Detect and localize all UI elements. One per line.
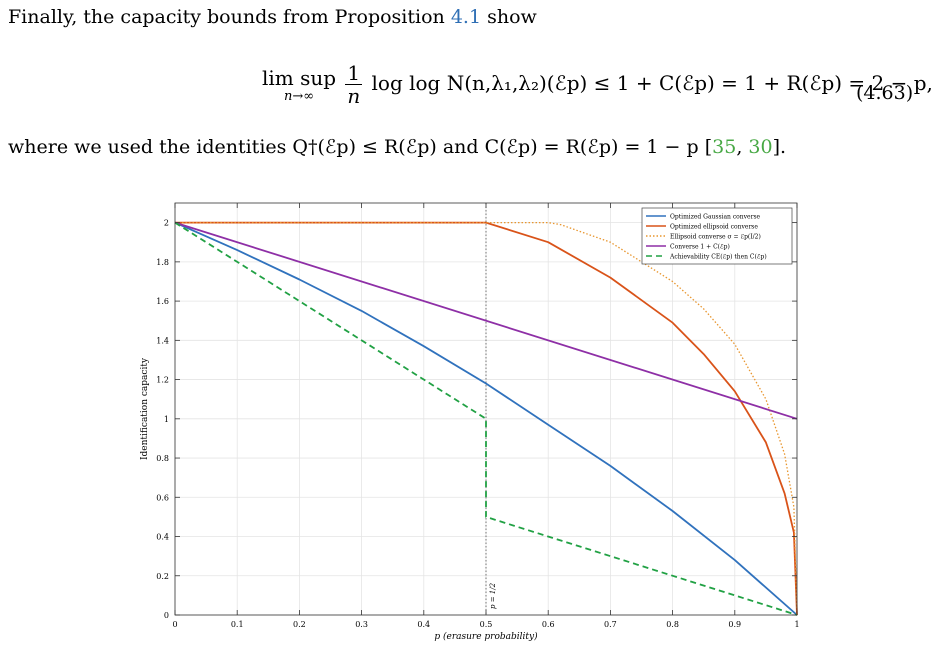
series-line-2 bbox=[175, 221, 798, 616]
x-tick-label: 0.2 bbox=[293, 620, 306, 629]
x-tick-label: 1 bbox=[794, 620, 799, 629]
x-tick-label: 0.3 bbox=[355, 620, 368, 629]
x-tick-label: 0.8 bbox=[666, 620, 679, 629]
equation-limsup: lim sup n→∞ bbox=[262, 66, 336, 104]
x-tick-label: 0.4 bbox=[417, 620, 430, 629]
x-tick-label: 0.5 bbox=[480, 620, 493, 629]
citation-35[interactable]: 35 bbox=[712, 136, 737, 158]
series-line-5 bbox=[174, 221, 798, 616]
proposition-link[interactable]: 4.1 bbox=[450, 6, 482, 28]
legend: Optimized Gaussian converse Optimized ell… bbox=[641, 207, 793, 265]
fraction-numerator: 1 bbox=[345, 61, 363, 85]
vline-label: p = 1/2 bbox=[489, 582, 497, 609]
series-layer: p = 1/2 bbox=[174, 203, 798, 616]
legend-label: Achievability CE(ℰp) then C(ℰp) bbox=[669, 254, 767, 261]
equation-number: (4.63) bbox=[856, 82, 914, 104]
series-line-3 bbox=[175, 221, 798, 616]
series-line-1 bbox=[174, 221, 798, 616]
fraction-denominator: n bbox=[347, 84, 361, 108]
y-tick-label: 0.8 bbox=[156, 454, 169, 463]
citation-30[interactable]: 30 bbox=[748, 136, 773, 158]
legend-label: Optimized ellipsoid converse bbox=[670, 224, 758, 231]
y-axis-label: Identification capacity bbox=[140, 357, 150, 460]
legend-label: Ellipsoid converse σ = ℰp(I/2) bbox=[670, 234, 761, 241]
y-tick-label: 1.2 bbox=[156, 376, 169, 385]
intro-text: Finally, the capacity bounds from Propos… bbox=[8, 6, 445, 28]
intro-paragraph: Finally, the capacity bounds from Propos… bbox=[8, 6, 537, 28]
capacity-figure: p = 1/2 0 0.1 0.2 0.3 0.4 0.5 0.6 0.7 0.8 0.9 1 0 0.… bbox=[140, 202, 800, 642]
x-tick-label: 0.6 bbox=[542, 620, 555, 629]
limsup-text: lim sup bbox=[262, 65, 337, 90]
equation-fraction: 1 n bbox=[345, 61, 363, 108]
x-tick-label: 0.7 bbox=[604, 620, 617, 629]
y-tick-label: 0 bbox=[164, 611, 169, 620]
y-tick-label: 0.2 bbox=[156, 572, 169, 581]
legend-label: Optimized Gaussian converse bbox=[670, 214, 761, 221]
x-axis-label: p (erasure probability) bbox=[434, 631, 538, 642]
x-tick-label: 0.1 bbox=[231, 620, 244, 629]
where-text: where we used the identities Q†(ℰp) ≤ R(… bbox=[8, 136, 713, 158]
where-paragraph: where we used the identities Q†(ℰp) ≤ R(… bbox=[8, 136, 786, 158]
y-tick-label: 1.4 bbox=[156, 336, 169, 345]
y-tick-label: 0.6 bbox=[156, 493, 169, 502]
series-line-4 bbox=[174, 221, 798, 420]
legend-label: Converse 1 + C(ℰp) bbox=[670, 244, 730, 251]
citation-separator: , bbox=[736, 136, 749, 158]
equation-4-63: lim sup n→∞ 1 n log log N(n,λ₁,λ₂)(ℰp) ≤… bbox=[262, 62, 933, 107]
where-tail: ]. bbox=[772, 136, 787, 158]
y-tick-label: 1 bbox=[164, 415, 169, 424]
x-tick-label: 0 bbox=[172, 620, 177, 629]
limsup-subscript: n→∞ bbox=[283, 88, 315, 104]
x-tick-label: 0.9 bbox=[728, 620, 741, 629]
y-tick-label: 1.6 bbox=[156, 297, 169, 306]
ticks: 0 0.1 0.2 0.3 0.4 0.5 0.6 0.7 0.8 0.9 1 0 0.2 0.4 0.6 0… bbox=[156, 203, 800, 629]
y-tick-label: 2 bbox=[164, 219, 169, 228]
legend-box bbox=[641, 207, 793, 265]
y-tick-label: 0.4 bbox=[156, 533, 169, 542]
intro-tail-text: show bbox=[487, 6, 537, 28]
equation-body: log log N(n,λ₁,λ₂)(ℰp) ≤ 1 + C(ℰp) = 1 +… bbox=[371, 71, 933, 95]
y-tick-label: 1.8 bbox=[156, 258, 169, 267]
